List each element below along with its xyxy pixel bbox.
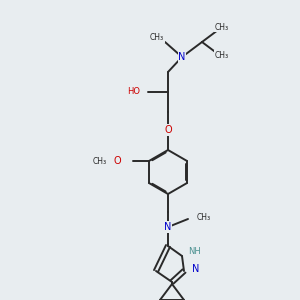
Text: HO: HO: [127, 88, 140, 97]
Text: NH: NH: [188, 248, 201, 256]
Text: N: N: [192, 264, 200, 274]
Text: N: N: [178, 52, 186, 62]
Text: CH₃: CH₃: [93, 157, 107, 166]
Text: N: N: [164, 222, 172, 232]
Text: O: O: [113, 156, 121, 166]
Text: CH₃: CH₃: [197, 212, 211, 221]
Text: CH₃: CH₃: [215, 22, 229, 32]
Text: CH₃: CH₃: [215, 50, 229, 59]
Text: O: O: [164, 125, 172, 135]
Text: CH₃: CH₃: [150, 34, 164, 43]
